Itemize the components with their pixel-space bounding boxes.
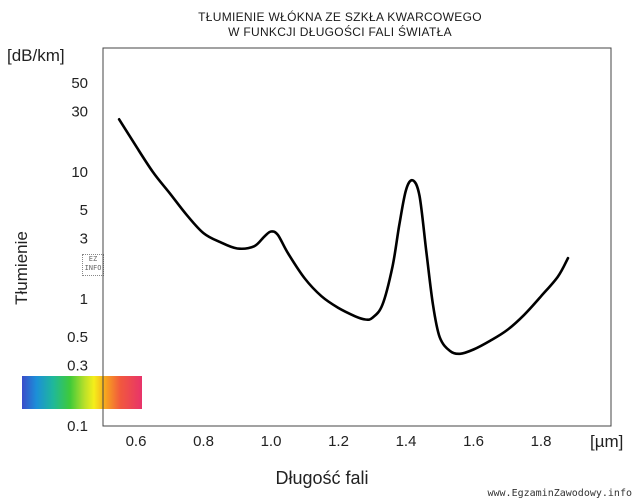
- x-tick-label: 1.8: [531, 433, 552, 450]
- y-tick-label: 5: [80, 202, 88, 219]
- y-tick-label: 50: [71, 75, 88, 92]
- y-tick-label: 30: [71, 103, 88, 120]
- x-axis-unit: [µm]: [590, 432, 624, 451]
- y-tick-label: 1: [80, 291, 88, 308]
- y-tick-label: 10: [71, 164, 88, 181]
- plot-frame: [102, 47, 612, 427]
- x-tick-label: 1.6: [463, 433, 484, 450]
- x-tick-label: 0.6: [126, 433, 147, 450]
- x-tick-labels: 0.6 0.8 1.0 1.2 1.4 1.6 1.8: [126, 433, 552, 450]
- x-tick-label: 1.0: [261, 433, 282, 450]
- chart-subtitle: W FUNKCJI DŁUGOŚCI FALI ŚWIATŁA: [228, 25, 452, 39]
- color-spectrum-bar: [22, 376, 142, 409]
- y-axis-unit: [dB/km]: [7, 46, 65, 65]
- watermark-text: www.EgzaminZawodowy.info: [487, 488, 633, 499]
- y-tick-label: 0.5: [67, 329, 88, 346]
- x-axis-label: Długość fali: [275, 468, 369, 488]
- x-tick-label: 1.2: [328, 433, 349, 450]
- attenuation-curve: [117, 118, 570, 356]
- x-tick-label: 0.8: [193, 433, 214, 450]
- y-tick-labels: 0.1 0.3 0.5 1 3 5 10 30 50: [67, 75, 88, 435]
- x-tick-label: 1.4: [396, 433, 417, 450]
- y-tick-label: 0.3: [67, 357, 88, 374]
- chart-title: TŁUMIENIE WŁÓKNA ZE SZKŁA KWARCOWEGO: [198, 10, 482, 24]
- y-tick-label: 3: [80, 230, 88, 247]
- y-tick-label: 0.1: [67, 418, 88, 435]
